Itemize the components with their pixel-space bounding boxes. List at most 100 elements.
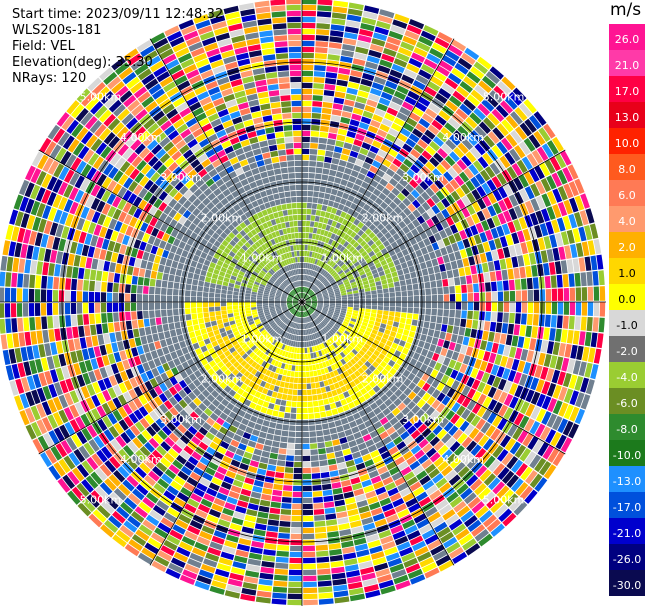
- range-gate: [274, 568, 288, 575]
- range-gate: [485, 425, 496, 438]
- range-gate: [343, 233, 350, 241]
- range-gate: [384, 398, 393, 407]
- range-gate: [488, 239, 497, 251]
- range-gate: [233, 555, 248, 564]
- range-gate: [163, 490, 176, 501]
- range-gate: [178, 289, 185, 296]
- range-gate: [9, 380, 19, 396]
- range-gate: [295, 359, 299, 366]
- range-gate: [433, 440, 445, 451]
- range-gate: [489, 66, 504, 80]
- range-gate: [317, 305, 323, 308]
- range-gate: [303, 335, 307, 342]
- range-gate: [247, 365, 254, 373]
- range-gate: [220, 513, 233, 522]
- range-gate: [465, 116, 478, 129]
- range-gate: [502, 210, 512, 223]
- range-gate: [269, 306, 275, 309]
- range-gate: [449, 457, 462, 469]
- range-gate: [250, 304, 257, 308]
- range-gate: [190, 337, 198, 345]
- range-gate: [455, 302, 462, 310]
- range-gate: [473, 283, 479, 293]
- range-gate: [69, 404, 80, 418]
- range-gate: [353, 234, 361, 241]
- range-gate: [343, 99, 355, 107]
- range-gate: [352, 287, 358, 291]
- range-gate: [300, 305, 302, 312]
- range-gate: [303, 268, 306, 275]
- range-gate: [357, 267, 364, 273]
- range-gate: [163, 512, 177, 524]
- range-gate: [97, 379, 107, 392]
- range-gate: [370, 475, 382, 484]
- range-gate: [357, 34, 372, 43]
- range-gate: [502, 368, 511, 380]
- range-gate: [231, 420, 241, 428]
- range-gate: [216, 562, 232, 572]
- range-gate: [575, 242, 584, 258]
- range-gate: [262, 302, 269, 305]
- range-gate: [303, 593, 318, 600]
- range-gate: [295, 431, 302, 438]
- range-gate: [325, 150, 334, 158]
- range-gate: [184, 563, 200, 574]
- range-gate: [171, 366, 180, 376]
- range-gate: [322, 279, 328, 285]
- range-gate: [475, 370, 485, 381]
- range-gate: [365, 271, 373, 277]
- range-gate: [351, 526, 364, 534]
- range-gate: [185, 314, 192, 321]
- range-gate: [184, 302, 191, 309]
- range-gate: [445, 513, 460, 526]
- range-gate: [419, 302, 426, 308]
- range-gate: [281, 350, 286, 357]
- range-gate: [446, 491, 459, 503]
- range-gate: [110, 439, 122, 452]
- range-gate: [355, 133, 365, 142]
- range-gate: [268, 319, 274, 324]
- range-gate: [366, 424, 376, 433]
- range-gate: [216, 319, 223, 325]
- range-gate: [432, 549, 448, 561]
- range-gate: [316, 430, 324, 437]
- range-gate: [324, 507, 336, 514]
- range-gate: [322, 429, 331, 436]
- range-gate: [299, 353, 302, 360]
- range-gate: [345, 316, 351, 321]
- range-gate: [462, 336, 470, 346]
- range-gate: [269, 371, 275, 378]
- range-gate: [128, 538, 143, 552]
- range-gate: [329, 337, 335, 344]
- range-gate: [568, 374, 578, 389]
- range-gate: [130, 293, 137, 302]
- range-gate: [309, 292, 315, 297]
- range-gate: [408, 330, 416, 338]
- range-gate: [517, 255, 525, 267]
- range-gate: [302, 148, 310, 155]
- range-gate: [385, 182, 395, 192]
- range-gate: [376, 266, 384, 273]
- range-gate: [452, 163, 463, 175]
- range-gate: [144, 542, 159, 555]
- range-gate: [403, 378, 412, 387]
- range-gate: [197, 285, 204, 292]
- range-gate: [124, 302, 131, 312]
- range-gate: [144, 326, 152, 336]
- range-gate: [341, 292, 347, 296]
- range-gate: [507, 323, 515, 335]
- range-gate: [99, 463, 112, 477]
- range-gate: [341, 302, 348, 305]
- range-gate: [358, 314, 364, 319]
- range-gate: [389, 297, 396, 302]
- range-gate: [344, 454, 354, 462]
- range-gate: [523, 337, 531, 350]
- range-gate: [314, 173, 322, 180]
- range-gate: [390, 241, 399, 249]
- range-gate: [401, 291, 408, 297]
- range-gate: [285, 376, 291, 383]
- range-gate: [550, 275, 557, 288]
- range-gate: [181, 419, 191, 430]
- range-gate: [372, 32, 388, 42]
- range-gate: [477, 320, 485, 330]
